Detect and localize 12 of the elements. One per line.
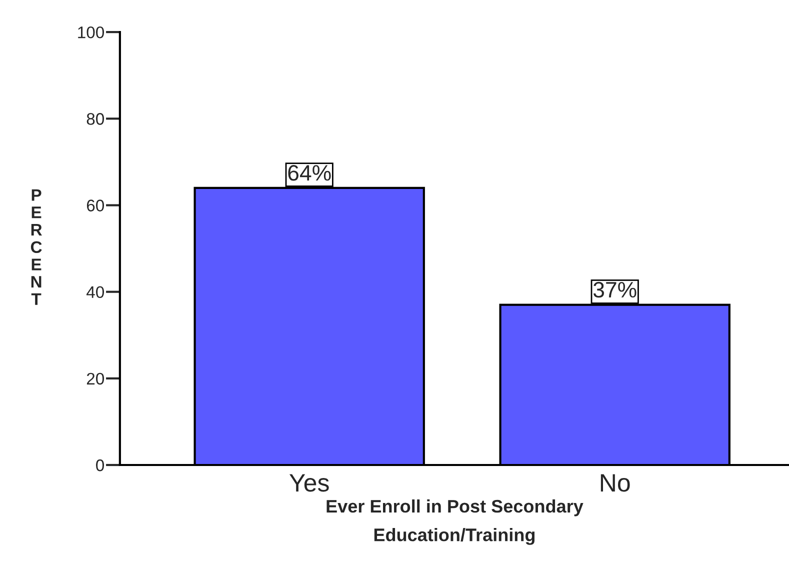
y-tick-label: 20 bbox=[86, 372, 104, 385]
data-label: 37% bbox=[593, 282, 636, 298]
y-tick-label: 100 bbox=[78, 26, 104, 38]
x-tick-label: No bbox=[600, 474, 630, 492]
y-tick-label: 0 bbox=[96, 459, 104, 472]
y-tick-label: 40 bbox=[86, 286, 104, 298]
y-tick-label: 80 bbox=[86, 113, 104, 125]
x-axis-title: Ever Enroll in Post Secondary Education/Training bbox=[326, 499, 584, 545]
x-tick-label: Yes bbox=[290, 474, 329, 492]
y-axis-title: PERCENT bbox=[30, 189, 42, 305]
y-tick-label: 60 bbox=[86, 200, 104, 212]
data-label: 64% bbox=[288, 165, 331, 181]
